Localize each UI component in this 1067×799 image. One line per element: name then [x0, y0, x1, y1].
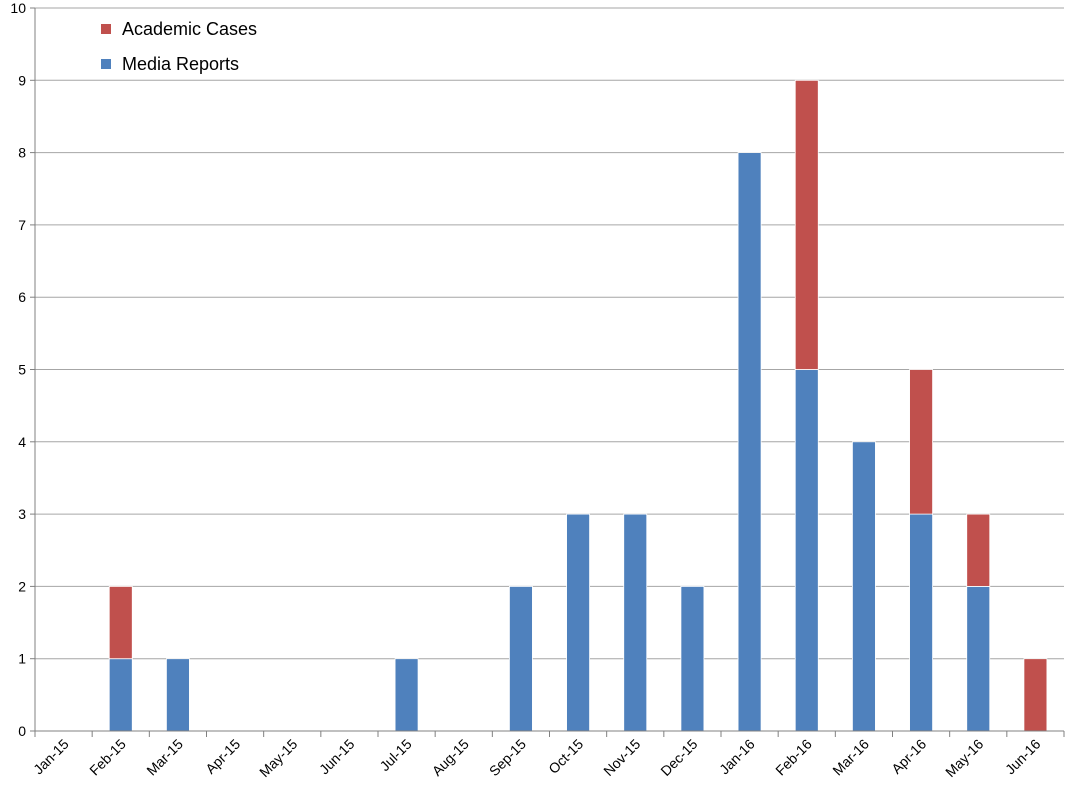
y-tick-label: 6 — [18, 289, 26, 305]
bars-group — [108, 79, 1048, 732]
x-tick-label: Sep-15 — [486, 736, 529, 779]
x-tick-label: Aug-15 — [429, 736, 472, 779]
bar-academic-cases — [794, 79, 819, 370]
x-axis-ticks: Jan-15 Feb-15 Mar-15 Apr-15 May-15 Jun-15 Jul-… — [30, 731, 1065, 780]
grid-lines — [35, 7, 1064, 660]
x-tick-label: Mar-16 — [829, 736, 872, 779]
legend-swatch — [101, 24, 111, 34]
bar-media-reports — [623, 513, 648, 732]
x-tick-label: May-15 — [256, 736, 300, 780]
x-tick-label: Feb-15 — [86, 736, 129, 779]
legend: Academic Cases Media Reports — [101, 19, 257, 74]
y-tick-label: 9 — [18, 72, 26, 88]
bar-media-reports — [566, 513, 590, 732]
y-tick-label: 5 — [18, 362, 26, 378]
y-tick-label: 7 — [18, 217, 26, 233]
bar-media-reports — [909, 513, 933, 732]
bar-media-reports — [509, 586, 533, 732]
x-tick-label: Jan-15 — [30, 736, 72, 778]
y-tick-label: 0 — [18, 723, 26, 739]
x-tick-label: Jun-16 — [1002, 736, 1044, 778]
x-tick-label: Jan-16 — [716, 736, 758, 778]
x-tick-label: Nov-15 — [600, 736, 643, 779]
y-axis-ticks: 0 1 2 3 4 5 6 7 8 9 10 — [10, 0, 35, 739]
bar-academic-cases — [966, 513, 991, 587]
bar-media-reports — [680, 586, 705, 732]
x-tick-label: Jun-15 — [316, 736, 358, 778]
y-tick-label: 1 — [18, 651, 26, 667]
y-tick-label: 3 — [18, 506, 26, 522]
x-tick-label: Oct-15 — [545, 736, 586, 777]
y-tick-label: 4 — [18, 434, 26, 450]
legend-label: Academic Cases — [122, 19, 257, 39]
bar-media-reports — [852, 441, 876, 732]
bar-media-reports — [394, 658, 419, 732]
bar-academic-cases — [1023, 658, 1048, 732]
x-tick-label: Mar-15 — [143, 736, 186, 779]
x-tick-label: Dec-15 — [657, 736, 700, 779]
x-tick-label: Feb-16 — [772, 736, 815, 779]
bar-media-reports — [966, 586, 991, 732]
bar-media-reports — [108, 658, 133, 732]
y-tick-label: 2 — [18, 578, 26, 594]
y-tick-label: 8 — [18, 145, 26, 161]
legend-label: Media Reports — [122, 54, 239, 74]
y-tick-label: 10 — [10, 0, 26, 16]
bar-academic-cases — [909, 369, 933, 515]
bar-academic-cases — [108, 586, 133, 660]
x-tick-label: Apr-15 — [202, 736, 243, 777]
x-tick-label: Apr-16 — [888, 736, 929, 777]
x-tick-label: May-16 — [942, 736, 986, 780]
bar-media-reports — [737, 152, 762, 732]
bar-media-reports — [794, 369, 819, 732]
legend-swatch — [101, 59, 111, 69]
x-tick-label: Jul-15 — [376, 736, 414, 774]
bar-media-reports — [166, 658, 190, 732]
